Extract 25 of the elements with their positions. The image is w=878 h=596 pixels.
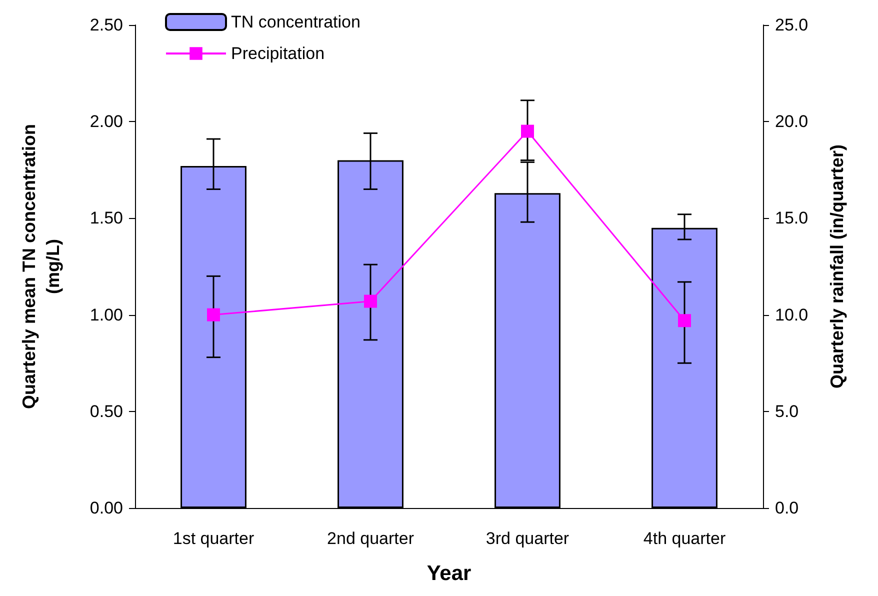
y2-tick-label: 10.0 <box>775 305 808 324</box>
y-tick-label: 1.00 <box>90 305 123 324</box>
y2-axis-title: Quarterly rainfall (in/quarter) <box>827 144 847 389</box>
point <box>364 294 377 308</box>
y-tick-label: 1.50 <box>90 208 123 228</box>
point <box>678 314 691 328</box>
x-tick-label: 4th quarter <box>643 529 726 548</box>
legend-label: TN concentration <box>231 12 360 32</box>
legend-label: Precipitation <box>231 44 325 63</box>
y2-tick-label: 0.0 <box>775 498 799 518</box>
x-tick-label: 3rd quarter <box>486 529 570 548</box>
y2-tick-label: 20.0 <box>775 112 808 132</box>
y-axis-title: Quarterly mean TN concentration (mg/L) <box>19 124 63 410</box>
y2-tick-label: 5.0 <box>775 402 799 421</box>
y-tick-label: 2.00 <box>90 112 123 132</box>
y2-tick-label: 15.0 <box>775 208 808 228</box>
point <box>207 308 220 322</box>
y-tick-label: 0.50 <box>90 402 123 421</box>
x-axis-title: Year <box>426 562 472 585</box>
point <box>521 124 534 138</box>
x-tick-label: 2nd quarter <box>327 529 414 548</box>
x-tick-label: 1st quarter <box>172 529 254 548</box>
y2-tick-label: 25.0 <box>775 16 808 34</box>
y-tick-label: 0.00 <box>90 498 123 518</box>
y-tick-label: 2.50 <box>90 16 123 34</box>
